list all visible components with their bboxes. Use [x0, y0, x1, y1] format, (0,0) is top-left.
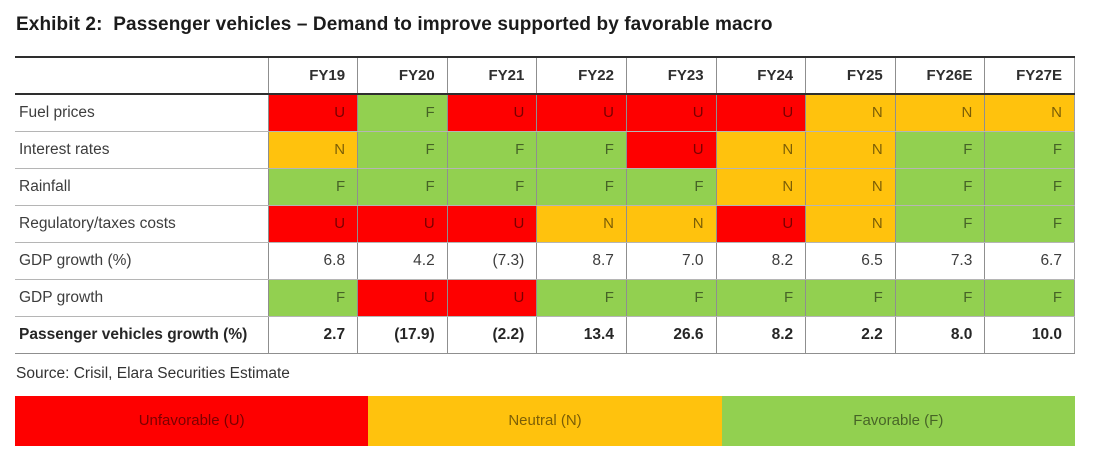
- table-cell: 6.7: [984, 242, 1075, 280]
- table-cell: 2.7: [267, 316, 358, 354]
- table-cell: U: [625, 94, 717, 132]
- table-cell: U: [536, 94, 627, 132]
- table-cell: U: [267, 205, 358, 243]
- table-cell: N: [984, 94, 1075, 132]
- table-row: Regulatory/taxes costs U U U N N U N F F: [15, 205, 1075, 243]
- table-cell: N: [715, 168, 806, 206]
- table-cell: F: [357, 131, 448, 169]
- table-row: Passenger vehicles growth (%) 2.7 (17.9) (2…: [15, 316, 1075, 354]
- table-cell: 6.8: [267, 242, 358, 280]
- table-row: GDP growth F U U F F F F F F: [15, 279, 1075, 317]
- table-cell: 6.5: [805, 242, 896, 280]
- table-cell: N: [805, 168, 896, 206]
- table-cell: (2.2): [446, 316, 537, 354]
- table-cell: N: [805, 94, 896, 132]
- table-row: GDP growth (%) 6.8 4.2 (7.3) 8.7 7.0 8.2 6.5 7.3…: [15, 242, 1075, 280]
- row-label: Fuel prices: [15, 94, 268, 132]
- table-row: Fuel prices U F U U U U N N N: [15, 94, 1075, 132]
- table-cell: 13.4: [536, 316, 627, 354]
- table-cell: N: [267, 131, 358, 169]
- table-cell: F: [894, 279, 985, 317]
- table-cell: F: [625, 279, 717, 317]
- table-cell: F: [894, 131, 985, 169]
- header-row: FY19 FY20 FY21 FY22 FY23 FY24 FY25 FY26E FY27E: [15, 56, 1075, 95]
- table-cell: F: [715, 279, 806, 317]
- table-cell: F: [357, 168, 448, 206]
- column-header: FY19: [267, 56, 358, 95]
- table-cell: U: [715, 94, 806, 132]
- table-cell: U: [446, 94, 537, 132]
- macro-factors-table: FY19 FY20 FY21 FY22 FY23 FY24 FY25 FY26E FY27E F…: [15, 56, 1075, 354]
- table-cell: 4.2: [357, 242, 448, 280]
- table-cell: F: [536, 131, 627, 169]
- legend-unfavorable: Unfavorable (U): [15, 395, 369, 446]
- table-cell: N: [894, 94, 985, 132]
- table-cell: F: [984, 279, 1075, 317]
- table-cell: N: [536, 205, 627, 243]
- column-header: FY25: [805, 56, 896, 95]
- legend-neutral: Neutral (N): [368, 395, 722, 446]
- column-header: FY23: [625, 56, 717, 95]
- table-cell: 10.0: [984, 316, 1075, 354]
- table-cell: F: [357, 94, 448, 132]
- source-note: Source: Crisil, Elara Securities Estimat…: [16, 364, 290, 382]
- table-cell: U: [357, 205, 448, 243]
- table-cell: F: [805, 279, 896, 317]
- table-cell: F: [267, 279, 358, 317]
- row-label: Rainfall: [15, 168, 268, 206]
- row-label: Interest rates: [15, 131, 268, 169]
- column-header: FY20: [357, 56, 448, 95]
- table-cell: U: [267, 94, 358, 132]
- column-header: FY21: [446, 56, 537, 95]
- table-row: Rainfall F F F F F N N F F: [15, 168, 1075, 206]
- table-cell: 7.3: [894, 242, 985, 280]
- table-cell: F: [446, 168, 537, 206]
- table-cell: U: [357, 279, 448, 317]
- table-cell: N: [805, 205, 896, 243]
- legend-favorable: Favorable (F): [721, 395, 1075, 446]
- table-cell: U: [446, 279, 537, 317]
- column-header: FY24: [715, 56, 806, 95]
- table-cell: 7.0: [625, 242, 717, 280]
- exhibit-title: Exhibit 2: Passenger vehicles – Demand t…: [16, 14, 773, 35]
- table-cell: F: [625, 168, 717, 206]
- table-cell: F: [267, 168, 358, 206]
- table-cell: F: [984, 168, 1075, 206]
- table-body: Fuel prices U F U U U U N N N Interest rates N F F F U N…: [15, 94, 1075, 354]
- table-cell: U: [625, 131, 717, 169]
- table-header: FY19 FY20 FY21 FY22 FY23 FY24 FY25 FY26E FY27E: [15, 56, 1075, 95]
- table-cell: 8.2: [715, 316, 806, 354]
- table-cell: F: [894, 205, 985, 243]
- column-header: FY27E: [984, 56, 1075, 95]
- table-cell: 26.6: [625, 316, 717, 354]
- table-cell: F: [446, 131, 537, 169]
- table-cell: 2.2: [805, 316, 896, 354]
- column-header: FY26E: [894, 56, 985, 95]
- exhibit-page: Exhibit 2: Passenger vehicles – Demand t…: [0, 14, 1095, 446]
- column-header: FY22: [536, 56, 627, 95]
- row-label: GDP growth (%): [15, 242, 268, 280]
- status-legend: Unfavorable (U) Neutral (N) Favorable (F): [15, 395, 1075, 446]
- table-cell: N: [625, 205, 717, 243]
- table-cell: F: [984, 205, 1075, 243]
- table-cell: F: [894, 168, 985, 206]
- table-cell: F: [536, 168, 627, 206]
- row-label: GDP growth: [15, 279, 268, 317]
- row-label-header: [15, 56, 268, 95]
- table-cell: U: [715, 205, 806, 243]
- table-cell: 8.2: [715, 242, 806, 280]
- table-cell: U: [446, 205, 537, 243]
- row-label: Passenger vehicles growth (%): [15, 316, 268, 354]
- table-cell: 8.7: [536, 242, 627, 280]
- table-row: Interest rates N F F F U N N F F: [15, 131, 1075, 169]
- table-cell: (17.9): [357, 316, 448, 354]
- table-cell: N: [805, 131, 896, 169]
- table-cell: (7.3): [446, 242, 537, 280]
- table-cell: F: [536, 279, 627, 317]
- table-cell: 8.0: [894, 316, 985, 354]
- row-label: Regulatory/taxes costs: [15, 205, 268, 243]
- table-cell: N: [715, 131, 806, 169]
- table-cell: F: [984, 131, 1075, 169]
